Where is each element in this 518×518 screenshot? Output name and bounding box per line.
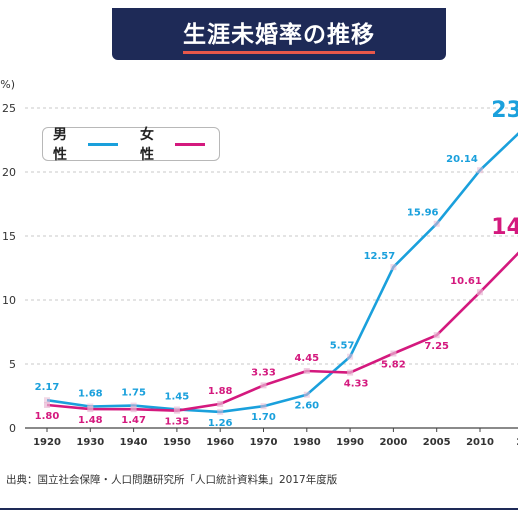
data-label: 1.26: [208, 418, 233, 429]
y-tick-label: 5: [9, 358, 16, 371]
data-point: [390, 264, 397, 271]
data-label: 1.80: [35, 411, 60, 422]
x-tick-label: 1960: [206, 437, 234, 448]
data-point: [87, 406, 94, 413]
x-tick-label: 20: [516, 437, 518, 448]
data-point: [477, 167, 483, 174]
source-note: 出典：国立社会保障・人口問題研究所「人口統計資料集」2017年度版: [6, 474, 338, 486]
data-label: 1.47: [121, 415, 146, 426]
data-point: [347, 353, 354, 360]
data-label: 7.25: [424, 341, 449, 352]
data-point: [303, 391, 310, 398]
x-tick-label: 1950: [163, 437, 191, 448]
legend: 男性 女性: [42, 127, 220, 163]
x-tick-label: 2005: [423, 437, 451, 448]
legend-label-male: 男性: [53, 127, 67, 163]
data-point: [433, 220, 440, 227]
data-point: [44, 401, 50, 408]
y-tick-label: 15: [2, 230, 16, 243]
data-point: [130, 402, 137, 409]
data-point: [303, 368, 310, 375]
data-point: [44, 397, 50, 404]
y-tick-label: 0: [9, 422, 16, 435]
data-label: 1.75: [121, 388, 146, 399]
data-point: [217, 408, 224, 415]
data-point: [260, 403, 267, 410]
x-tick-label: 1990: [336, 437, 364, 448]
data-label: 4.45: [294, 353, 319, 364]
data-label: 2.60: [294, 401, 319, 412]
data-point: [477, 289, 483, 296]
x-tick-label: 1930: [76, 437, 104, 448]
data-label: 15.96: [407, 208, 439, 219]
data-label: 20.14: [446, 154, 478, 165]
y-tick-label: 10: [2, 294, 16, 307]
data-label: 4.33: [344, 379, 369, 390]
x-tick-label: 1920: [33, 437, 61, 448]
data-point: [260, 382, 267, 389]
data-label: 1.45: [165, 391, 190, 402]
legend-line-male: [87, 142, 118, 146]
data-label: 5.82: [381, 360, 406, 371]
data-label: 2.17: [35, 382, 60, 393]
data-label: 1.88: [208, 386, 233, 397]
axes: 0 5 10 15 20 25 (%) 1920 1930 1940 1950 1960 1970 198…: [0, 78, 518, 448]
data-label: 23.: [491, 98, 518, 123]
data-label: 3.33: [251, 367, 276, 378]
data-point: [347, 369, 354, 376]
y-axis-label: (%): [0, 78, 15, 91]
data-label: 12.57: [364, 251, 396, 262]
data-point: [217, 400, 224, 407]
x-tick-label: 2000: [379, 437, 407, 448]
series-line-female: [46, 251, 518, 412]
page-title: 生涯未婚率の推移: [183, 15, 375, 54]
series-lines: [44, 132, 518, 415]
title-banner: 生涯未婚率の推移: [112, 8, 446, 60]
data-point: [433, 332, 440, 339]
grid-lines: [25, 107, 518, 365]
data-point: [130, 406, 137, 413]
bottom-rule: [0, 508, 518, 510]
series-line-male: [46, 132, 518, 414]
y-tick-label: 25: [2, 102, 16, 115]
data-label: 14.: [491, 215, 518, 240]
data-labels: 2.17 1.68 1.75 1.45 1.26 1.70 2.60 5.57 12.57 15.…: [35, 98, 518, 429]
data-label: 1.68: [78, 388, 103, 399]
legend-line-female: [174, 142, 205, 146]
line-chart: 0 5 10 15 20 25 (%) 1920 1930 1940 1950 1960 1970 198…: [0, 78, 518, 448]
y-tick-label: 20: [2, 166, 16, 179]
data-label: 10.61: [450, 276, 482, 287]
x-tick-label: 2010: [466, 437, 494, 448]
data-label: 1.35: [165, 417, 190, 428]
x-tick-label: 1980: [293, 437, 321, 448]
data-label: 1.48: [78, 415, 103, 426]
legend-label-female: 女性: [140, 127, 154, 163]
data-point: [390, 350, 397, 357]
data-label: 5.57: [330, 341, 355, 352]
x-tick-label: 1970: [250, 437, 278, 448]
data-point: [173, 407, 180, 414]
x-tick-label: 1940: [120, 437, 148, 448]
data-label: 1.70: [251, 412, 276, 423]
